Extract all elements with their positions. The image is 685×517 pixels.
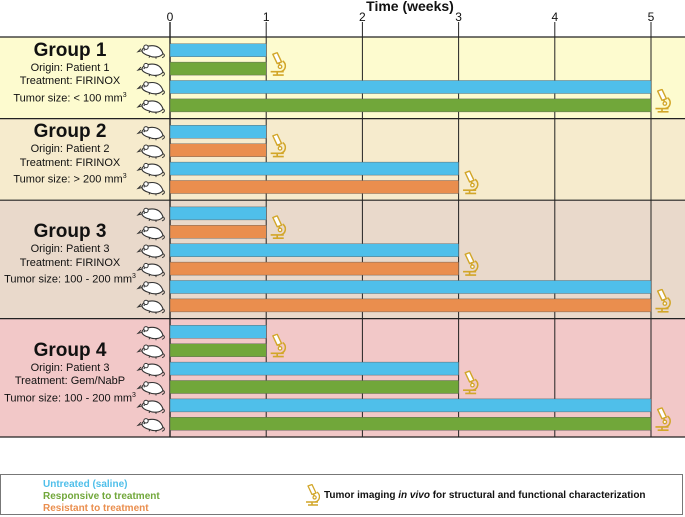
group-info: Group 3 Origin: Patient 3 Treatment: FIRIN…	[0, 221, 140, 287]
x-tick-label: 4	[551, 10, 558, 24]
timeline-bar-untreated	[169, 206, 267, 221]
tumor-size-text: Tumor size: 100 - 200 mm	[4, 274, 133, 287]
x-tick-label: 3	[455, 10, 462, 24]
group-info: Group 2 Origin: Patient 2 Treatment: FIRIN…	[0, 121, 140, 187]
chart-title: Time (weeks)	[366, 0, 454, 14]
group-origin: Origin: Patient 3	[30, 361, 110, 374]
group-treatment: Treatment: FIRINOX	[19, 156, 121, 169]
timeline-bar-untreated	[169, 161, 459, 176]
group-title: Group 3	[33, 221, 107, 243]
group-treatment: Treatment: FIRINOX	[19, 75, 121, 88]
group-tumor-size: Tumor size: 100 - 200 mm3	[0, 389, 140, 406]
timeline-bar-responsive	[169, 61, 267, 76]
timeline-bar-responsive	[169, 417, 652, 431]
legend-imaging: Tumor imaging in vivo for structural and…	[324, 490, 646, 502]
group-origin: Origin: Patient 1	[30, 61, 110, 74]
legend-untreated: Untreated (saline)	[43, 479, 128, 490]
group-title: Group 1	[33, 39, 107, 61]
group-origin: Origin: Patient 3	[30, 243, 110, 256]
group-title: Group 4	[33, 339, 107, 361]
timeline-bar-untreated	[169, 398, 652, 413]
timeline-bar-untreated	[169, 243, 459, 257]
tumor-size-text: Tumor size: 100 - 200 mm	[4, 392, 133, 405]
timeline-bar-untreated	[169, 280, 652, 294]
group-treatment: Treatment: FIRINOX	[19, 256, 121, 269]
timeline-bar-resistant	[169, 225, 267, 239]
timeline-bar-untreated	[169, 80, 652, 94]
legend-resistant: Resistant to treatment	[43, 503, 149, 514]
timeline-bar-responsive	[169, 380, 459, 394]
timeline-chart: 0 1 2 3 4 5 Time (weeks)	[0, 0, 685, 438]
timeline-bar-untreated	[169, 125, 267, 139]
group-tumor-size: Tumor size: < 100 mm3	[0, 89, 140, 106]
x-tick-label: 5	[648, 10, 655, 24]
timeline-bar-untreated	[169, 361, 459, 376]
tumor-size-text: Tumor size: > 200 mm	[13, 174, 123, 187]
group-info: Group 1 Origin: Patient 1 Treatment: FIRIN…	[0, 40, 140, 106]
tumor-size-exp: 3	[122, 91, 127, 99]
group-info: Group 4 Origin: Patient 3 Treatment: Gem/N…	[0, 340, 140, 406]
tumor-size-text: Tumor size: < 100 mm	[13, 92, 123, 105]
timeline-bar-responsive	[169, 98, 652, 113]
group-origin: Origin: Patient 2	[30, 143, 110, 156]
tumor-size-exp: 3	[132, 273, 136, 281]
microscope-icon	[305, 484, 320, 506]
timeline-bar-untreated	[169, 325, 267, 339]
legend-imaging-prefix: Tumor imaging	[324, 490, 399, 501]
group-tumor-size: Tumor size: > 200 mm3	[0, 170, 140, 187]
timeline-bar-resistant	[169, 143, 267, 157]
timeline-bar-untreated	[169, 43, 267, 57]
x-tick-label: 2	[359, 10, 366, 24]
group-treatment: Treatment: Gem/NabP	[14, 375, 126, 388]
tumor-size-exp: 3	[132, 391, 136, 399]
legend-responsive: Responsive to treatment	[43, 491, 160, 502]
timeline-bar-resistant	[169, 180, 459, 194]
timeline-bar-resistant	[169, 261, 459, 276]
x-tick-label: 1	[263, 10, 270, 24]
x-tick-label: 0	[167, 10, 174, 24]
group-tumor-size: Tumor size: 100 - 200 mm3	[0, 270, 140, 287]
legend-imaging-italic: in vivo	[398, 490, 430, 501]
legend-imaging-suffix: for structural and functional characteri…	[429, 490, 646, 501]
tumor-size-exp: 3	[122, 173, 127, 181]
legend: Untreated (saline) Responsive to treatme…	[0, 474, 683, 515]
timeline-bar-responsive	[169, 343, 267, 357]
timeline-bar-resistant	[169, 298, 652, 313]
group-title: Group 2	[33, 121, 107, 143]
